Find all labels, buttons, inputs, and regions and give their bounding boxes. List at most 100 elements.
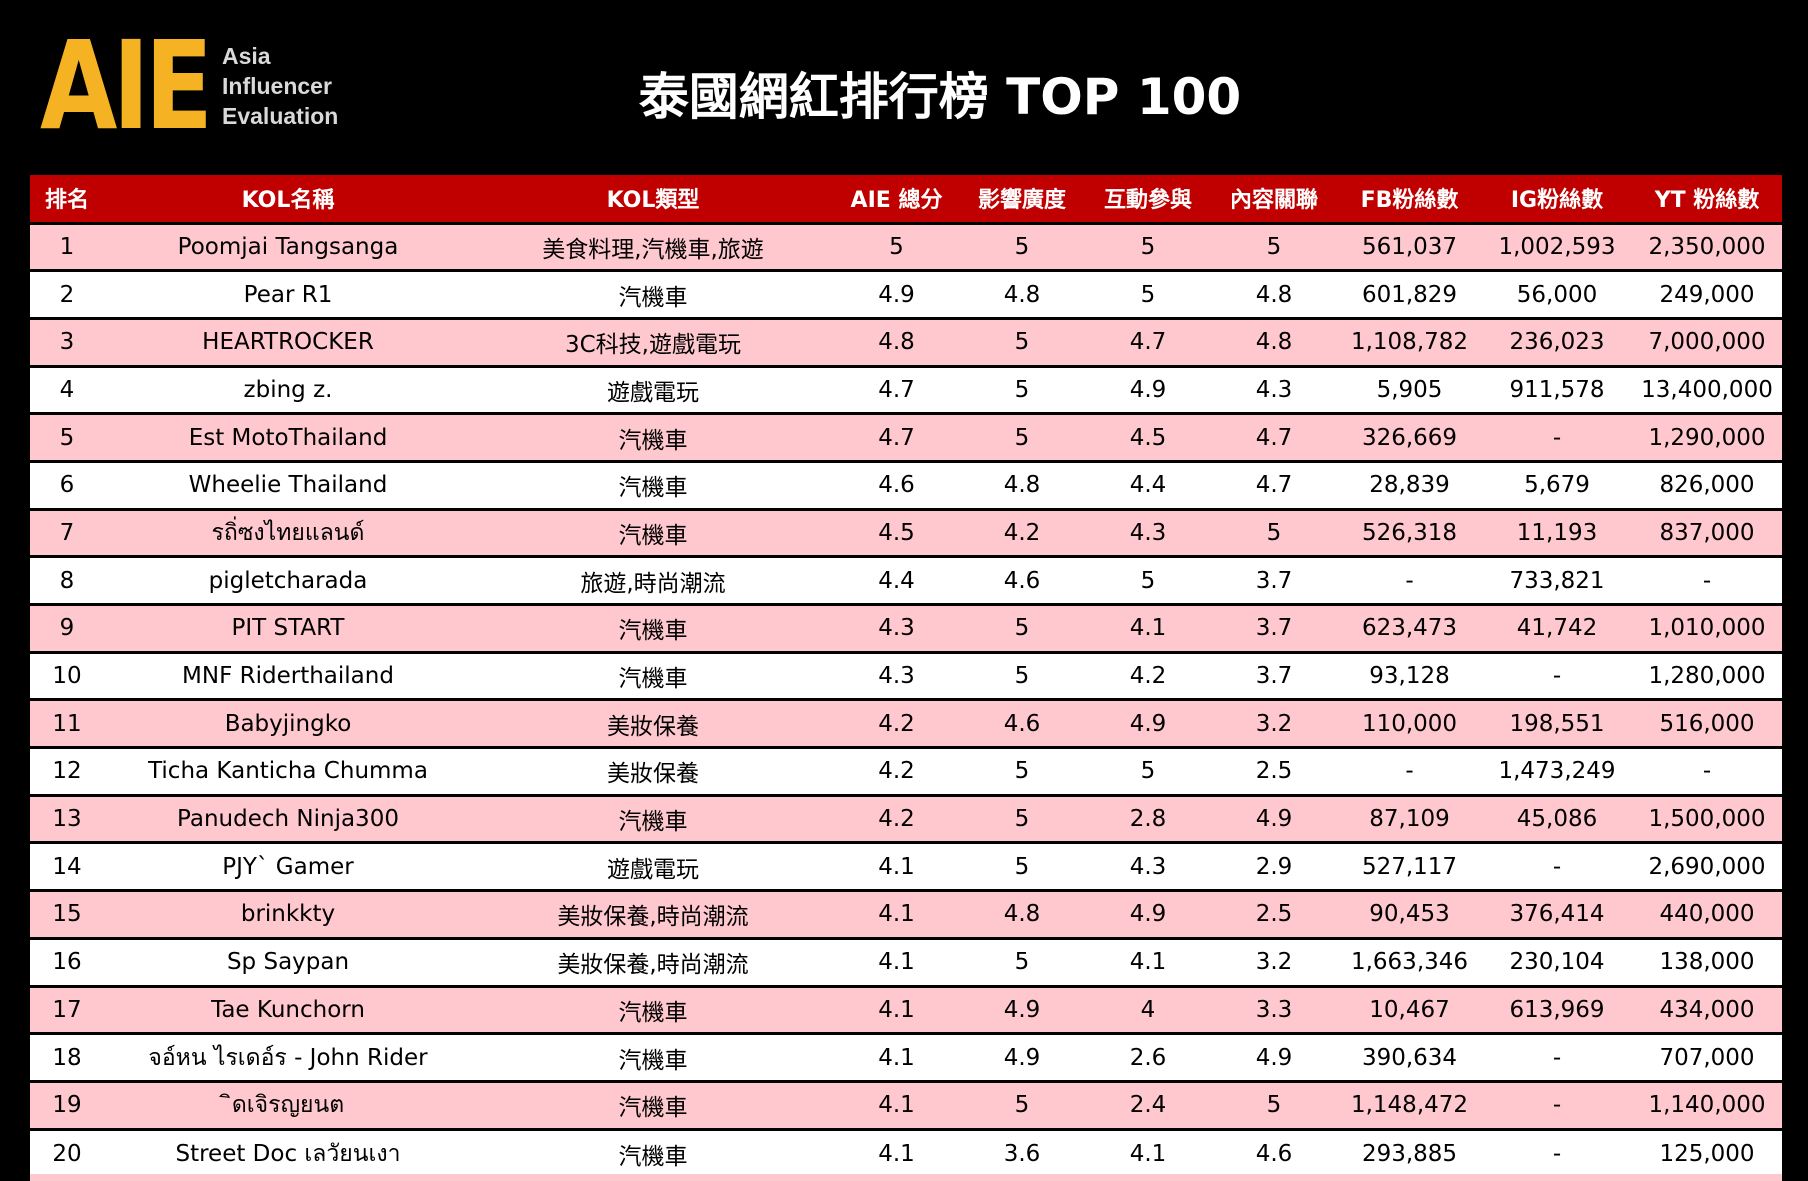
table-cell: 826,000 (1659, 472, 1755, 499)
table-cell: 5 (1014, 424, 1030, 451)
table-cell: 4.9 (878, 281, 915, 308)
table-cell: PIT START (231, 615, 345, 642)
ranking-table: 排名 KOL名稱 KOL類型 AIE 總分 影響廣度 互動參與 內容關聯 FB粉絲數 IG粉絲數… (30, 175, 1782, 1177)
table-cell: 4.8 (1003, 281, 1041, 308)
table-cell: 4.7 (1255, 424, 1293, 451)
table-cell: 18 (52, 1044, 82, 1071)
table-cell: 561,037 (1361, 233, 1458, 260)
table-cell: 5 (1014, 615, 1030, 642)
table-row: 14 PJY` Gamer 遊戲電玩 4.1 5 4.3 2.9 527,117 - 2,690,… (30, 842, 1782, 891)
table-cell: Ticha Kanticha Chumma (148, 758, 428, 785)
table-cell: 3.7 (1255, 567, 1293, 594)
table-cell: 4.8 (1255, 329, 1293, 356)
table-cell: 4.2 (878, 806, 915, 833)
table-row: 5 Est MotoThailand 汽機車 4.7 5 4.5 4.7 326,669 - 1,… (30, 413, 1782, 462)
table-cell: 1,148,472 (1350, 1092, 1469, 1119)
table-cell: 236,023 (1509, 329, 1605, 356)
table-cell: Panudech Ninja300 (177, 806, 399, 833)
table-cell: 4.3 (878, 615, 915, 642)
table-cell: 5 (59, 424, 75, 451)
next-row-strip (30, 1174, 1782, 1181)
table-cell: 1,290,000 (1648, 424, 1766, 451)
table-row: 6 Wheelie Thailand 汽機車 4.6 4.8 4.4 4.7 28,839 5,… (30, 461, 1782, 510)
table-cell: 3.3 (1255, 996, 1293, 1023)
table-cell: 4.1 (878, 996, 915, 1023)
table-cell: 汽機車 (618, 999, 688, 1026)
table-cell: - (1702, 567, 1712, 594)
table-cell: 19 (52, 1092, 82, 1119)
table-cell: 1,010,000 (1648, 615, 1766, 642)
table-cell: 2.5 (1255, 901, 1293, 928)
table-cell: 5 (1014, 949, 1030, 976)
table-cell: 4.2 (1003, 519, 1041, 546)
table-cell: 11 (52, 710, 82, 737)
table-cell: 8 (59, 567, 75, 594)
table-cell: 1,500,000 (1648, 806, 1766, 833)
table-cell: 733,821 (1509, 567, 1605, 594)
table-cell: Babyjingko (224, 710, 352, 737)
table-cell: 198,551 (1509, 710, 1605, 737)
table-cell: 4.3 (1129, 519, 1167, 546)
table-cell: pigletcharada (208, 567, 368, 594)
column-header: 排名 (44, 188, 89, 214)
table-cell: 4.6 (878, 472, 915, 499)
table-cell: 4.1 (1129, 1140, 1167, 1167)
table-row: 16 Sp Saypan 美妝保養,時尚潮流 4.1 5 4.1 3.2 1,663,346 2… (30, 938, 1782, 986)
table-cell: 2,690,000 (1648, 853, 1766, 880)
table-cell: Est MotoThailand (188, 424, 388, 451)
table-cell: รถิ่ซงไทยแลนด์ (211, 519, 365, 546)
table-row: 7 รถิ่ซงไทยแลนด์ 汽機車 4.5 4.2 4.3 5 526,318 11,19… (30, 509, 1782, 557)
table-row: 17 Tae Kunchorn 汽機車 4.1 4.9 4 3.3 10,467 613,969… (30, 986, 1782, 1034)
table-cell: ิดเจิรญยนต (231, 1092, 345, 1119)
table-row: 13 Panudech Ninja300 汽機車 4.2 5 2.8 4.9 87,109 45… (30, 795, 1782, 843)
column-header: KOL名稱 (241, 188, 335, 214)
table-cell: Pear R1 (243, 281, 333, 308)
table-cell: 4.8 (1003, 472, 1041, 499)
table-cell: 旅遊,時尚潮流 (580, 570, 726, 597)
table-cell: 376,414 (1509, 901, 1605, 928)
table-cell: 911,578 (1509, 376, 1605, 403)
table-cell: Street Doc เลวัยนเงา (175, 1140, 401, 1167)
table-cell: 2.5 (1255, 758, 1293, 785)
table-cell: 293,885 (1361, 1140, 1458, 1167)
table-cell: 4.8 (1003, 901, 1041, 928)
table-cell: 90,453 (1369, 901, 1450, 928)
table-cell: 138,000 (1659, 949, 1755, 976)
table-cell: 16 (52, 949, 82, 976)
table-cell: 美食料理,汽機車,旅遊 (542, 236, 764, 263)
table-cell: 837,000 (1659, 519, 1755, 546)
table-cell: 4.9 (1255, 1044, 1293, 1071)
table-cell: 汽機車 (618, 522, 688, 549)
table-cell: - (1702, 758, 1712, 785)
table-cell: 4.5 (878, 519, 915, 546)
table-cell: 4.1 (1129, 615, 1167, 642)
table-cell: 汽機車 (618, 1047, 688, 1074)
table-cell: 4 (59, 376, 75, 403)
table-cell: 4.9 (1129, 710, 1167, 737)
table-cell: 3 (59, 329, 75, 356)
table-cell: 1,473,249 (1498, 758, 1616, 785)
table-row: 18 จอ์หน ไรเดอ์ร - John Rider 汽機車 4.1 4.9 2.6… (30, 1033, 1782, 1082)
table-cell: 4.6 (1003, 710, 1041, 737)
column-header: 互動參與 (1103, 188, 1192, 214)
table-cell: 4.9 (1129, 901, 1167, 928)
logo-text: Asia Influencer Evaluation (222, 41, 338, 131)
table-cell: 4.7 (1129, 329, 1167, 356)
table-cell: 汽機車 (618, 427, 688, 454)
table-cell: 4.1 (1129, 949, 1167, 976)
table-cell: 4.1 (878, 1044, 915, 1071)
table-cell: 10 (52, 663, 82, 690)
table-cell: 3.6 (1003, 1140, 1041, 1167)
table-cell: 汽機車 (618, 1095, 688, 1122)
table-cell: 5 (1014, 233, 1030, 260)
table-cell: 汽機車 (618, 1143, 688, 1170)
table-cell: 汽機車 (618, 284, 688, 311)
column-header: 影響廣度 (977, 188, 1066, 214)
table-cell: 390,634 (1361, 1044, 1458, 1071)
table-cell: 440,000 (1659, 901, 1755, 928)
table-cell: 美妝保養,時尚潮流 (557, 904, 749, 931)
table-cell: 601,829 (1361, 281, 1458, 308)
table-cell: 110,000 (1361, 710, 1458, 737)
table-cell: 4.6 (1255, 1140, 1293, 1167)
